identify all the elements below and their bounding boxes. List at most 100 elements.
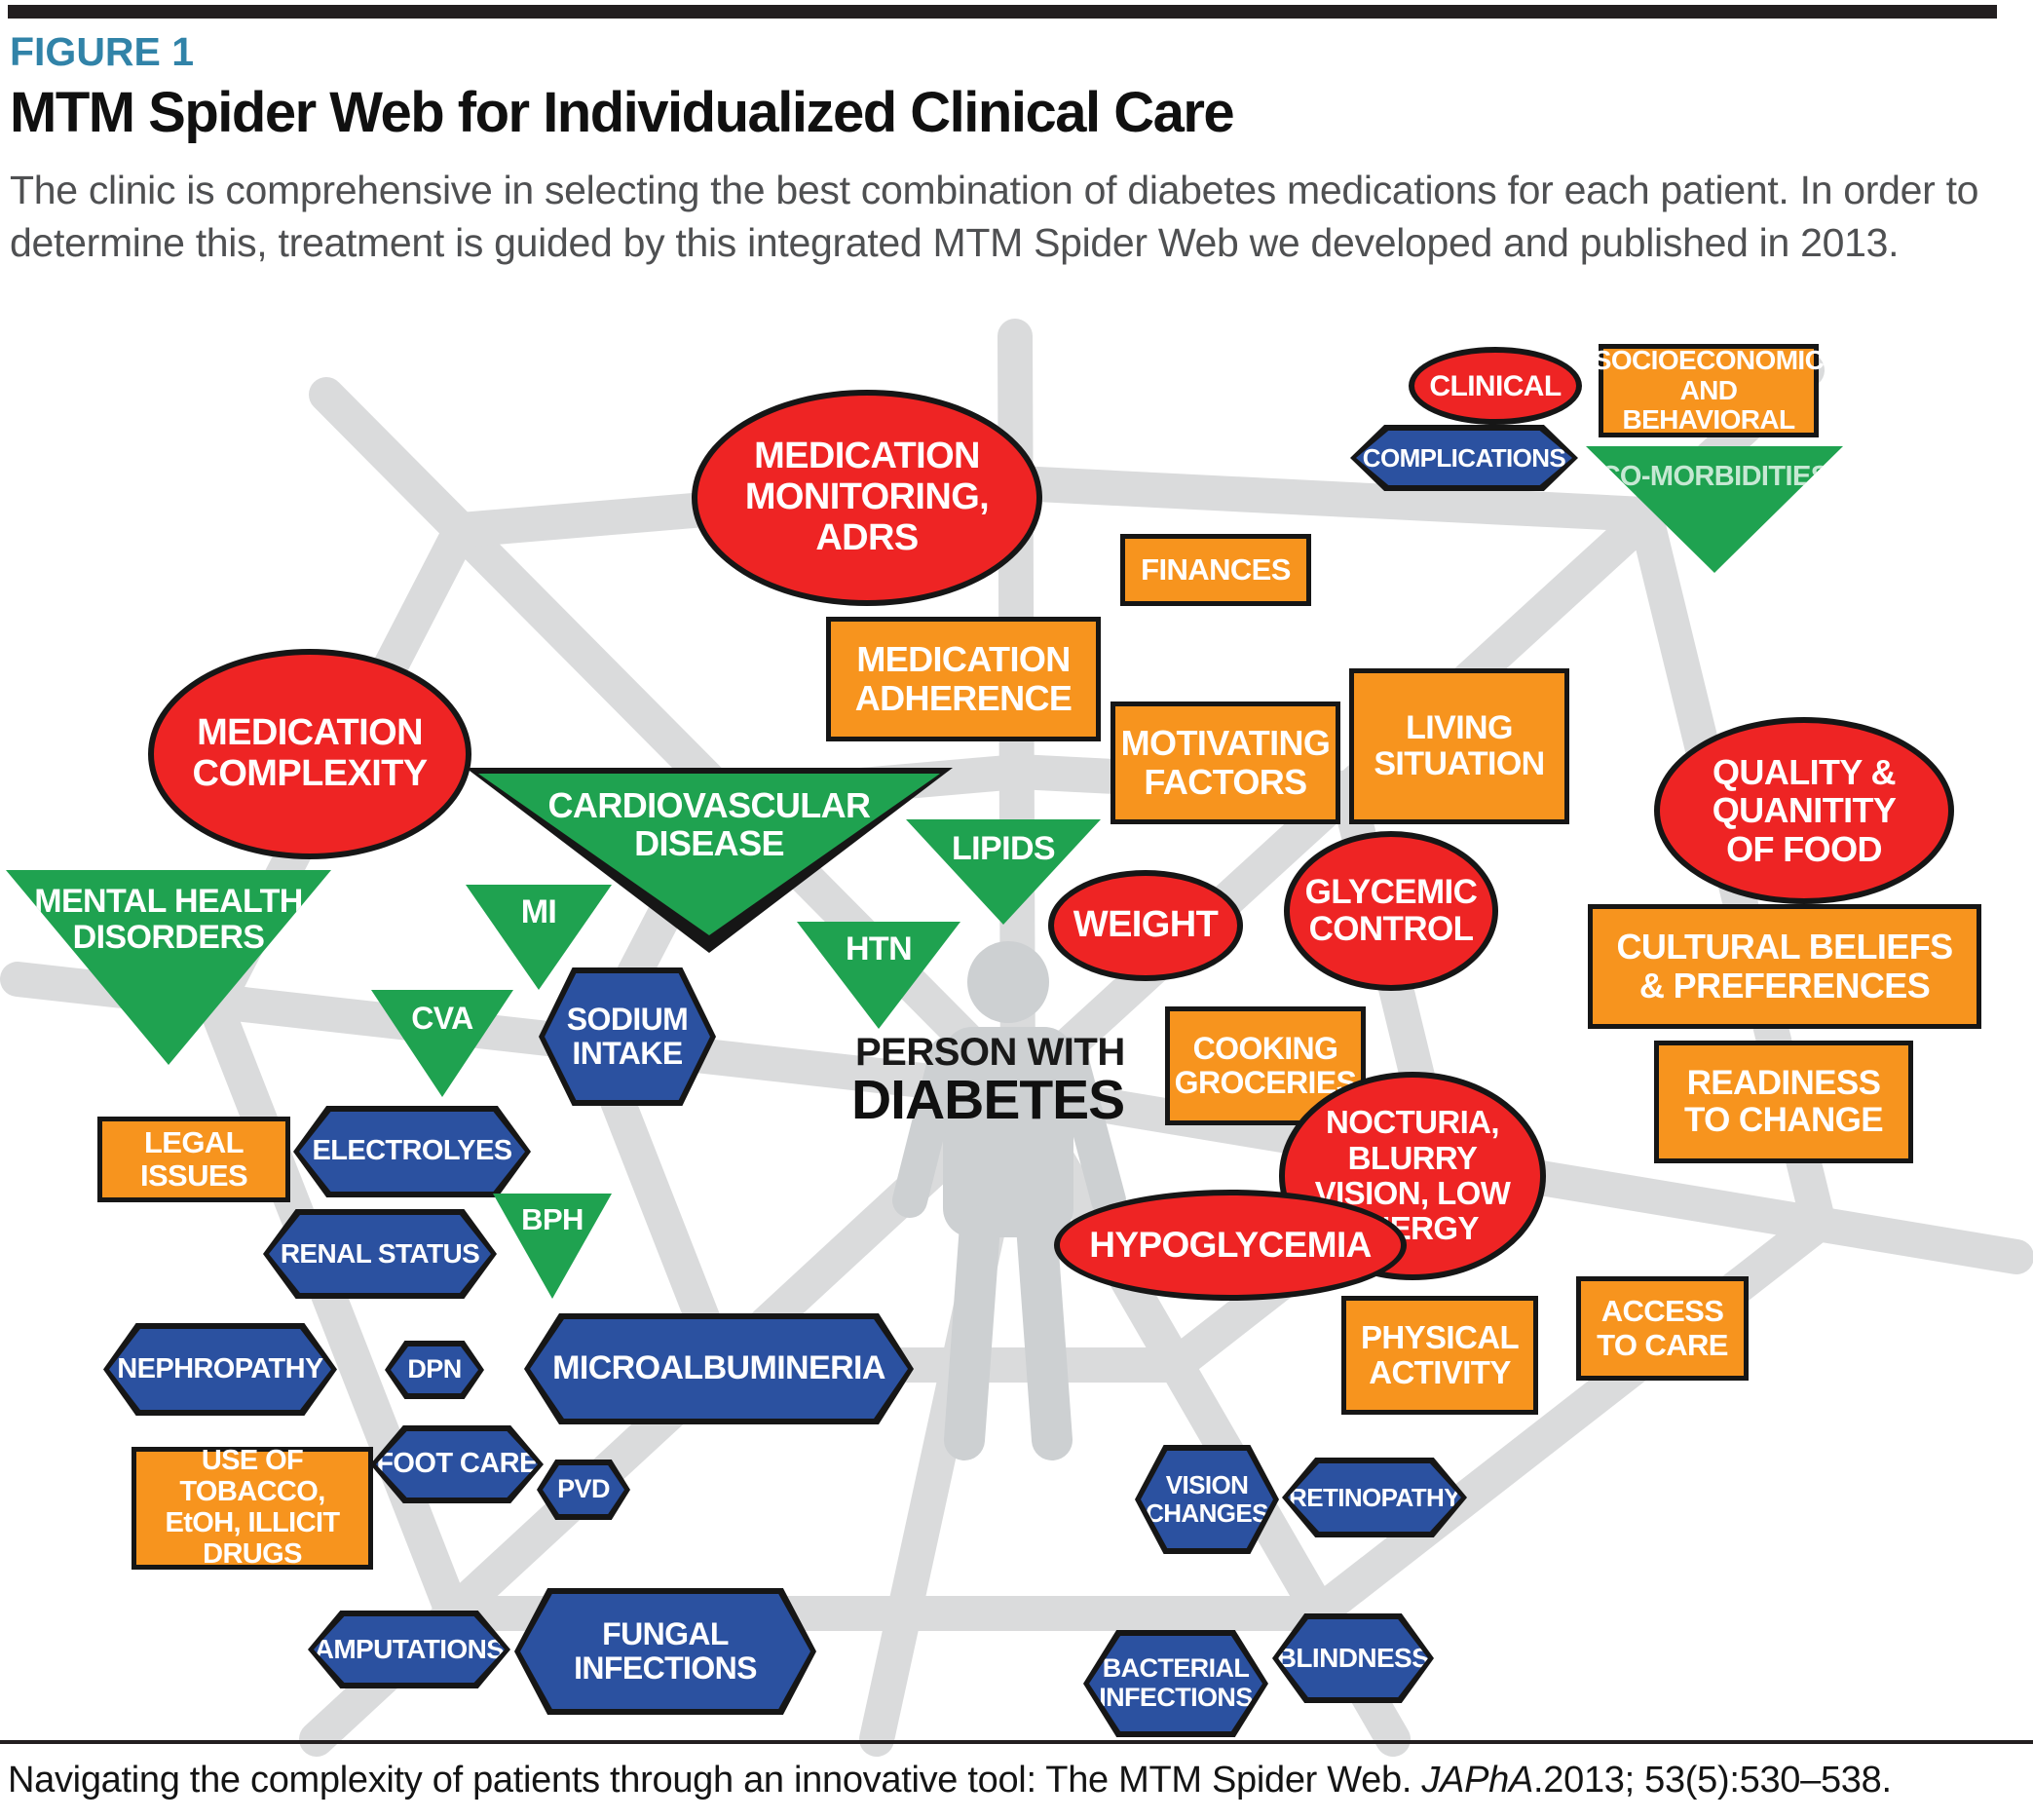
top-rule-bar — [8, 5, 1997, 19]
figure-caption: Navigating the complexity of patients th… — [8, 1760, 2005, 1801]
socioeconomic-and-behavioral-label: SOCIOECONOMIC AND BEHAVIORAL — [1593, 344, 1825, 436]
readiness-to-change-label: READINESS TO CHANGE — [1684, 1063, 1884, 1139]
physical-activity-node: PHYSICAL ACTIVITY — [1341, 1296, 1538, 1415]
sodium-intake-label: SODIUM INTAKE — [566, 1001, 689, 1071]
renal-status-shape: RENAL STATUS — [269, 1215, 491, 1293]
bacterial-infections-label: BACTERIAL INFECTIONS — [1099, 1653, 1253, 1712]
complications-node: COMPLICATIONS — [1350, 425, 1578, 491]
cooking-groceries-label: COOKING GROCERIES — [1174, 1030, 1357, 1100]
sodium-intake-shape: SODIUM INTAKE — [545, 973, 710, 1100]
pvd-label: PVD — [557, 1474, 610, 1504]
nephropathy-shape: NEPHROPATHY — [109, 1329, 331, 1410]
weight-label: WEIGHT — [1073, 904, 1219, 946]
figure-title: MTM Spider Web for Individualized Clinic… — [10, 81, 1235, 144]
caption-journal-name: JAPhA — [1421, 1760, 1534, 1801]
amputations-node: AMPUTATIONS — [308, 1611, 510, 1688]
finances-node: FINANCES — [1120, 534, 1311, 606]
figure-number-label: FIGURE 1 — [10, 29, 195, 74]
microalbumineria-node: MICROALBUMINERIA — [524, 1313, 914, 1424]
foot-care-node: FOOT CARE — [370, 1425, 544, 1503]
medication-complexity-label: MEDICATION COMPLEXITY — [192, 712, 428, 794]
fungal-infections-node: FUNGAL INFECTIONS — [514, 1588, 816, 1715]
living-situation-node: LIVING SITUATION — [1349, 668, 1569, 824]
medication-adherence-label: MEDICATION ADHERENCE — [854, 639, 1073, 718]
vision-changes-node: VISION CHANGES — [1135, 1445, 1279, 1554]
retinopathy-shape: RETINOPATHY — [1288, 1463, 1461, 1532]
dpn-node: DPN — [385, 1341, 484, 1399]
center-label-diabetes: DIABETES — [851, 1069, 1125, 1131]
weight-node: WEIGHT — [1048, 870, 1243, 981]
bacterial-infections-node: BACTERIAL INFECTIONS — [1083, 1630, 1268, 1737]
quality-quanitity-of-food-node: QUALITY & QUANITITY OF FOOD — [1654, 717, 1954, 904]
amputations-shape: AMPUTATIONS — [314, 1616, 505, 1683]
vision-changes-shape: VISION CHANGES — [1141, 1451, 1273, 1548]
cooking-groceries-node: COOKING GROCERIES — [1165, 1006, 1366, 1125]
clinical-label: CLINICAL — [1429, 369, 1562, 402]
bacterial-infections-shape: BACTERIAL INFECTIONS — [1089, 1636, 1262, 1731]
fungal-infections-shape: FUNGAL INFECTIONS — [520, 1594, 810, 1709]
motivating-factors-node: MOTIVATING FACTORS — [1111, 701, 1340, 824]
pvd-node: PVD — [537, 1460, 630, 1520]
fungal-infections-label: FUNGAL INFECTIONS — [574, 1615, 757, 1686]
use-of-tobacco-etoh-illicit-drugs-label: USE OF TOBACCO, EtOH, ILLICIT DRUGS — [165, 1445, 340, 1570]
blindness-node: BLINDNESS — [1272, 1613, 1434, 1703]
use-of-tobacco-etoh-illicit-drugs-node: USE OF TOBACCO, EtOH, ILLICIT DRUGS — [132, 1445, 373, 1570]
renal-status-node: RENAL STATUS — [263, 1209, 497, 1299]
retinopathy-label: RETINOPATHY — [1289, 1482, 1460, 1512]
living-situation-label: LIVING SITUATION — [1374, 708, 1545, 782]
readiness-to-change-node: READINESS TO CHANGE — [1654, 1041, 1913, 1163]
bph-label: BPH — [521, 1202, 584, 1236]
amputations-label: AMPUTATIONS — [314, 1633, 505, 1664]
dpn-shape: DPN — [391, 1346, 478, 1393]
renal-status-label: RENAL STATUS — [280, 1237, 480, 1269]
retinopathy-node: RETINOPATHY — [1282, 1458, 1467, 1537]
access-to-care-node: ACCESS TO CARE — [1576, 1276, 1749, 1381]
cva-node: CVA — [371, 990, 513, 1097]
foot-care-shape: FOOT CARE — [376, 1431, 538, 1498]
nocturia-blurry-vision-low-energy-label: NOCTURIA, BLURRY VISION, LOW ENERGY — [1314, 1104, 1511, 1247]
dpn-label: DPN — [407, 1354, 462, 1384]
htn-node: HTN — [797, 922, 960, 1029]
motivating-factors-label: MOTIVATING FACTORS — [1120, 723, 1331, 802]
vision-changes-label: VISION CHANGES — [1146, 1470, 1268, 1528]
lipids-label: LIPIDS — [952, 830, 1056, 867]
legal-issues-node: LEGAL ISSUES — [97, 1117, 290, 1202]
sodium-intake-node: SODIUM INTAKE — [539, 967, 716, 1106]
microalbumineria-label: MICROALBUMINERIA — [552, 1349, 885, 1387]
caption-text: Navigating the complexity of patients th… — [8, 1760, 1422, 1801]
mental-health-disorders-node: MENTAL HEALTH DISORDERS — [6, 870, 331, 1065]
foot-care-label: FOOT CARE — [376, 1448, 538, 1480]
medication-monitoring-adrs-node: MEDICATION MONITORING, ADRS — [692, 390, 1042, 606]
complications-label: COMPLICATIONS — [1362, 442, 1566, 473]
medication-adherence-node: MEDICATION ADHERENCE — [826, 617, 1101, 741]
cardiovascular-disease-label: CARDIOVASCULAR DISEASE — [547, 785, 872, 863]
access-to-care-label: ACCESS TO CARE — [1597, 1294, 1728, 1362]
physical-activity-label: PHYSICAL ACTIVITY — [1360, 1318, 1520, 1390]
clinical-node: CLINICAL — [1409, 347, 1582, 425]
pvd-shape: PVD — [543, 1465, 624, 1514]
caption-divider-rule — [0, 1740, 2033, 1744]
electrolyes-shape: ELECTROLYES — [299, 1112, 525, 1192]
finances-label: FINANCES — [1141, 551, 1291, 587]
glycemic-control-label: GLYCEMIC CONTROL — [1304, 872, 1478, 948]
blindness-shape: BLINDNESS — [1278, 1619, 1428, 1697]
htn-label: HTN — [845, 930, 913, 967]
microalbumineria-shape: MICROALBUMINERIA — [530, 1319, 908, 1419]
electrolyes-node: ELECTROLYES — [293, 1106, 531, 1197]
mental-health-disorders-label: MENTAL HEALTH DISORDERS — [34, 883, 303, 956]
quality-quanitity-of-food-label: QUALITY & QUANITITY OF FOOD — [1712, 751, 1897, 869]
bph-node: BPH — [493, 1194, 612, 1299]
cultural-beliefs-preferences-label: CULTURAL BELIEFS & PREFERENCES — [1616, 927, 1953, 1005]
electrolyes-label: ELECTROLYES — [312, 1135, 512, 1167]
socioeconomic-and-behavioral-node: SOCIOECONOMIC AND BEHAVIORAL — [1594, 344, 1825, 437]
legal-issues-label: LEGAL ISSUES — [139, 1124, 248, 1193]
mi-label: MI — [520, 893, 557, 930]
center-label-person-with: PERSON WITH — [855, 1031, 1125, 1074]
medication-complexity-node: MEDICATION COMPLEXITY — [148, 649, 471, 859]
caption-citation: .2013; 53(5):530–538. — [1533, 1760, 1892, 1801]
hypoglycemia-node: HYPOGLYCEMIA — [1054, 1190, 1407, 1301]
glycemic-control-node: GLYCEMIC CONTROL — [1284, 831, 1498, 991]
